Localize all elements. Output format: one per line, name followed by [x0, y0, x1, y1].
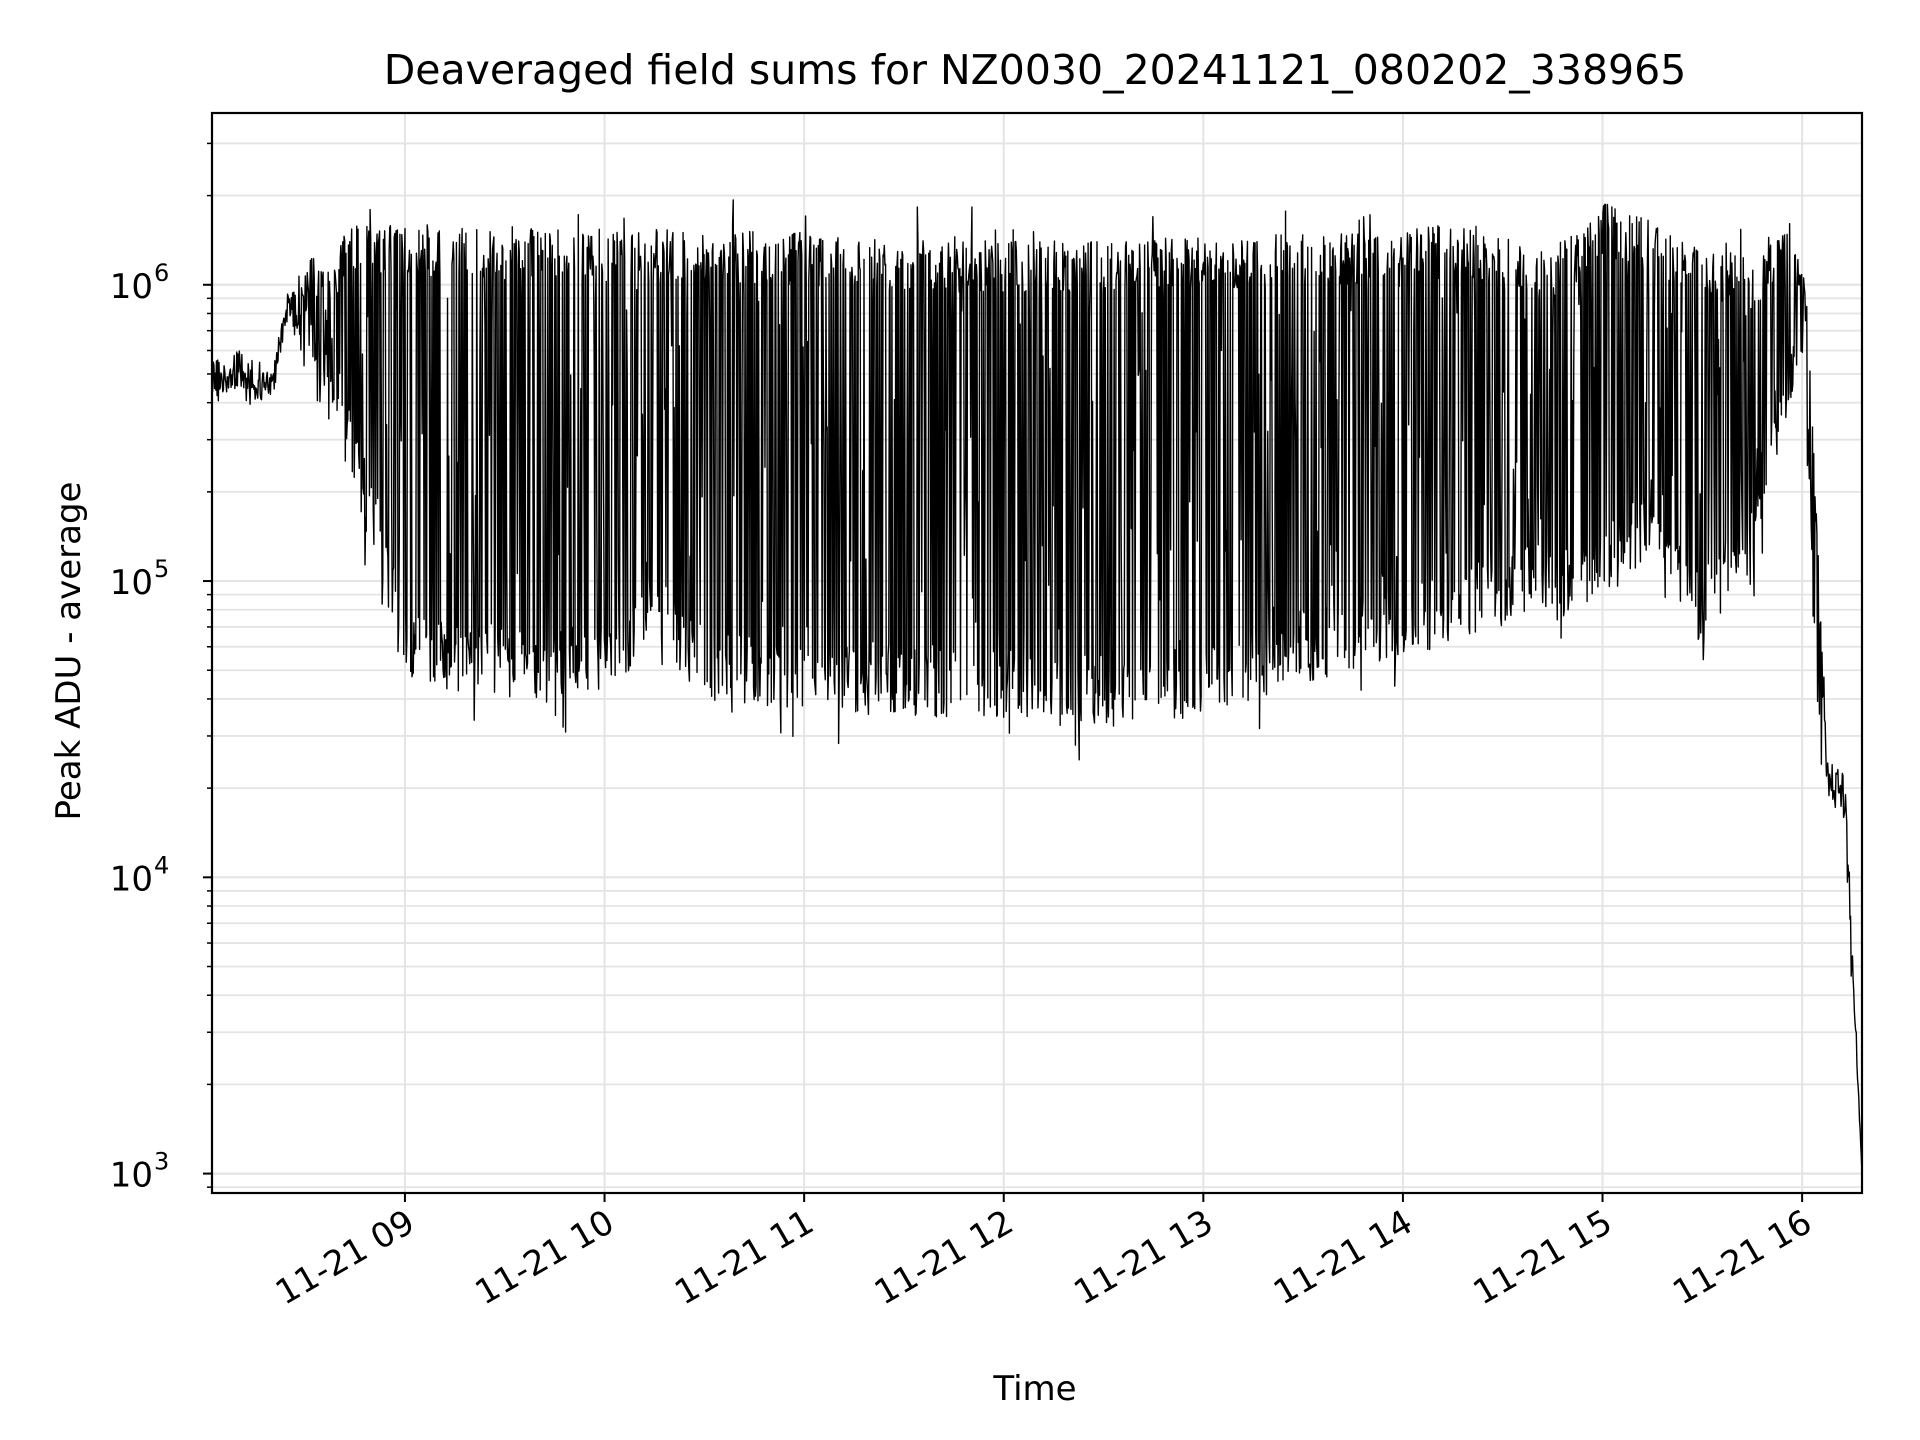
x-tick-label: 11-21 10	[469, 1202, 621, 1313]
x-tick-label: 11-21 12	[868, 1202, 1020, 1313]
y-tick-label: 10 6	[110, 259, 170, 307]
y-tick-exponent: 3	[154, 1148, 169, 1176]
x-axis-label: Time	[992, 1369, 1076, 1409]
x-tick-label: 11-21 09	[269, 1202, 421, 1313]
y-tick-base: 10	[110, 1156, 153, 1196]
y-tick-label: 10 3	[110, 1148, 170, 1196]
chart-title: Deaveraged field sums for NZ0030_2024112…	[384, 46, 1687, 94]
x-tick-label: 11-21 13	[1067, 1202, 1219, 1313]
series-line	[211, 199, 1863, 1174]
y-axis-label: Peak ADU - average	[49, 482, 89, 821]
y-tick-label: 10 4	[110, 851, 170, 899]
x-tick-label: 11-21 15	[1467, 1202, 1619, 1313]
y-tick-exponent: 4	[154, 851, 169, 879]
plot-frame	[210, 111, 1864, 1195]
y-tick-exponent: 5	[154, 555, 169, 583]
y-tick-label: 10 5	[110, 555, 170, 603]
x-tick-label: 11-21 11	[668, 1202, 820, 1313]
x-tick-label: 11-21 14	[1267, 1202, 1419, 1313]
y-tick-exponent: 6	[154, 259, 169, 287]
y-tick-base: 10	[110, 267, 153, 307]
x-tick-label: 11-21 16	[1666, 1202, 1818, 1313]
data-series	[211, 199, 1863, 1174]
y-tick-base: 10	[110, 859, 153, 899]
x-axis: 11-21 09 11-21 10 11-21 11 11-21 12 11-21 13…	[269, 1193, 1819, 1313]
y-tick-base: 10	[110, 563, 153, 603]
